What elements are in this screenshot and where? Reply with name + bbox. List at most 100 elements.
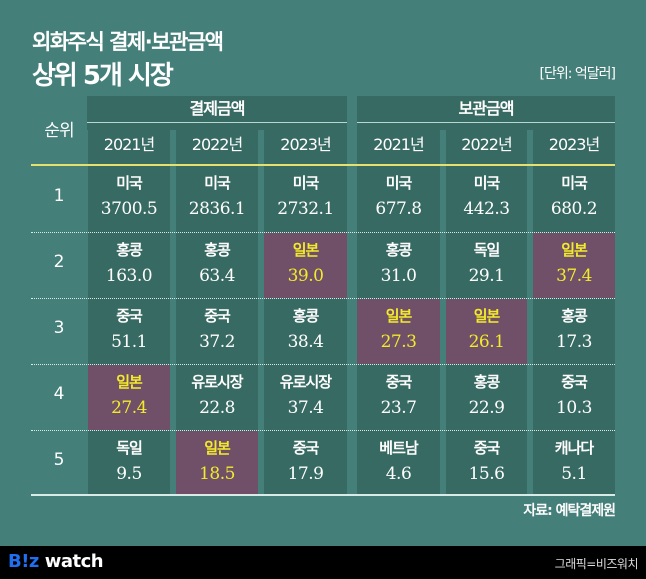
table-cell: 독일 29.1 [446, 233, 527, 298]
source-label: 자료: 예탁결제원 [523, 503, 616, 519]
country-name: 홍콩 [292, 307, 320, 325]
country-name: 독일 [116, 439, 143, 457]
rank-number: 5 [53, 450, 65, 470]
highlighted-cell: 일본 26.1 [446, 299, 527, 364]
amount-value: 27.3 [380, 332, 417, 352]
amount-value: 23.7 [380, 398, 417, 418]
amount-value: 51.1 [111, 332, 147, 352]
country-name: 미국 [385, 174, 413, 192]
highlighted-cell: 일본 37.4 [533, 233, 615, 298]
header-divider [357, 122, 615, 123]
logo-watch: watch [44, 551, 104, 572]
amount-value: 31.0 [380, 266, 417, 286]
table-cell: 홍콩 31.0 [357, 233, 440, 298]
table-cell: 유로시장 37.4 [264, 365, 347, 430]
country-name: 중국 [561, 373, 588, 391]
year-header: 2021년 [103, 135, 155, 154]
header-rule [31, 164, 615, 166]
table-bottom-rule [31, 494, 615, 496]
table-cell: 미국 680.2 [533, 166, 615, 232]
table-cell: 미국 677.8 [357, 166, 440, 232]
amount-value: 22.8 [199, 398, 235, 418]
year-header: 2022년 [191, 135, 243, 154]
title-line-2: 상위 5개 시장 [32, 61, 174, 91]
country-name: 홍콩 [473, 373, 501, 391]
amount-value: 26.1 [468, 332, 505, 352]
country-name: 중국 [292, 439, 320, 457]
highlighted-cell: 일본 39.0 [264, 233, 347, 298]
table-cell: 홍콩 163.0 [88, 233, 170, 298]
col-bg [88, 123, 170, 494]
row-divider [31, 298, 615, 299]
table-cell: 중국 17.9 [264, 431, 347, 496]
country-name: 중국 [116, 307, 143, 325]
table-cell: 캐나다 5.1 [533, 431, 615, 496]
highlighted-cell: 일본 27.4 [88, 365, 170, 430]
amount-value: 163.0 [105, 266, 153, 286]
country-name: 캐나다 [554, 439, 594, 457]
rank-number: 3 [53, 318, 65, 338]
country-name: 미국 [204, 174, 231, 192]
amount-value: 3700.5 [100, 199, 158, 219]
table-cell: 미국 3700.5 [88, 166, 170, 232]
rank-number: 1 [53, 186, 65, 206]
country-name: 미국 [116, 174, 143, 192]
country-name: 미국 [292, 174, 320, 192]
amount-value: 63.4 [199, 266, 235, 286]
table-cell: 유로시장 22.8 [176, 365, 258, 430]
table-cell: 홍콩 63.4 [176, 233, 258, 298]
amount-value: 15.6 [468, 464, 505, 484]
country-name: 중국 [473, 439, 501, 457]
footer-bar: B!z watch 그래픽=비즈워치 [0, 546, 646, 579]
country-name: 일본 [561, 241, 588, 259]
amount-value: 2732.1 [277, 199, 334, 219]
rank-number: 4 [53, 384, 65, 404]
year-header: 2023년 [280, 135, 331, 154]
amount-value: 37.4 [287, 398, 324, 418]
table-cell: 베트남 4.6 [357, 431, 440, 496]
group-header-custody: 보관금액 [458, 99, 515, 118]
table-cell: 중국 23.7 [357, 365, 440, 430]
col-bg [533, 123, 615, 494]
country-name: 미국 [561, 174, 588, 192]
amount-value: 29.1 [468, 266, 505, 286]
country-name: 일본 [116, 373, 143, 391]
amount-value: 9.5 [116, 464, 142, 484]
rank-number: 2 [53, 252, 65, 272]
amount-value: 677.8 [375, 199, 422, 219]
country-name: 일본 [385, 307, 413, 325]
country-name: 중국 [204, 307, 231, 325]
amount-value: 22.9 [468, 398, 505, 418]
rank-header: 순위 [44, 121, 74, 141]
amount-value: 27.4 [111, 398, 147, 418]
country-name: 유로시장 [279, 373, 332, 391]
country-name: 홍콩 [561, 307, 588, 325]
bizwatch-logo: B!z watch [8, 551, 104, 572]
country-name: 일본 [473, 307, 501, 325]
highlighted-cell: 일본 18.5 [176, 431, 258, 496]
country-name: 일본 [204, 439, 231, 457]
amount-value: 680.2 [550, 199, 598, 219]
amount-value: 4.6 [385, 464, 412, 484]
row-divider [31, 232, 615, 233]
table-cell: 홍콩 38.4 [264, 299, 347, 364]
table-cell: 중국 15.6 [446, 431, 527, 496]
amount-value: 18.5 [199, 464, 235, 484]
group-header-settlement: 결제금액 [189, 99, 246, 118]
country-name: 미국 [473, 174, 501, 192]
country-name: 일본 [292, 241, 320, 259]
table-cell: 중국 51.1 [88, 299, 170, 364]
table-cell: 홍콩 22.9 [446, 365, 527, 430]
row-divider [31, 430, 615, 431]
year-header: 2021년 [373, 135, 424, 154]
highlighted-cell: 일본 27.3 [357, 299, 440, 364]
country-name: 홍콩 [204, 241, 231, 259]
amount-value: 442.3 [463, 199, 510, 219]
unit-label: [단위: 억달러] [539, 66, 616, 82]
table-cell: 홍콩 17.3 [533, 299, 615, 364]
amount-value: 17.9 [287, 464, 324, 484]
amount-value: 10.3 [556, 398, 592, 418]
row-divider [31, 364, 615, 365]
graphic-credit: 그래픽=비즈워치 [554, 557, 639, 571]
country-name: 중국 [385, 373, 413, 391]
